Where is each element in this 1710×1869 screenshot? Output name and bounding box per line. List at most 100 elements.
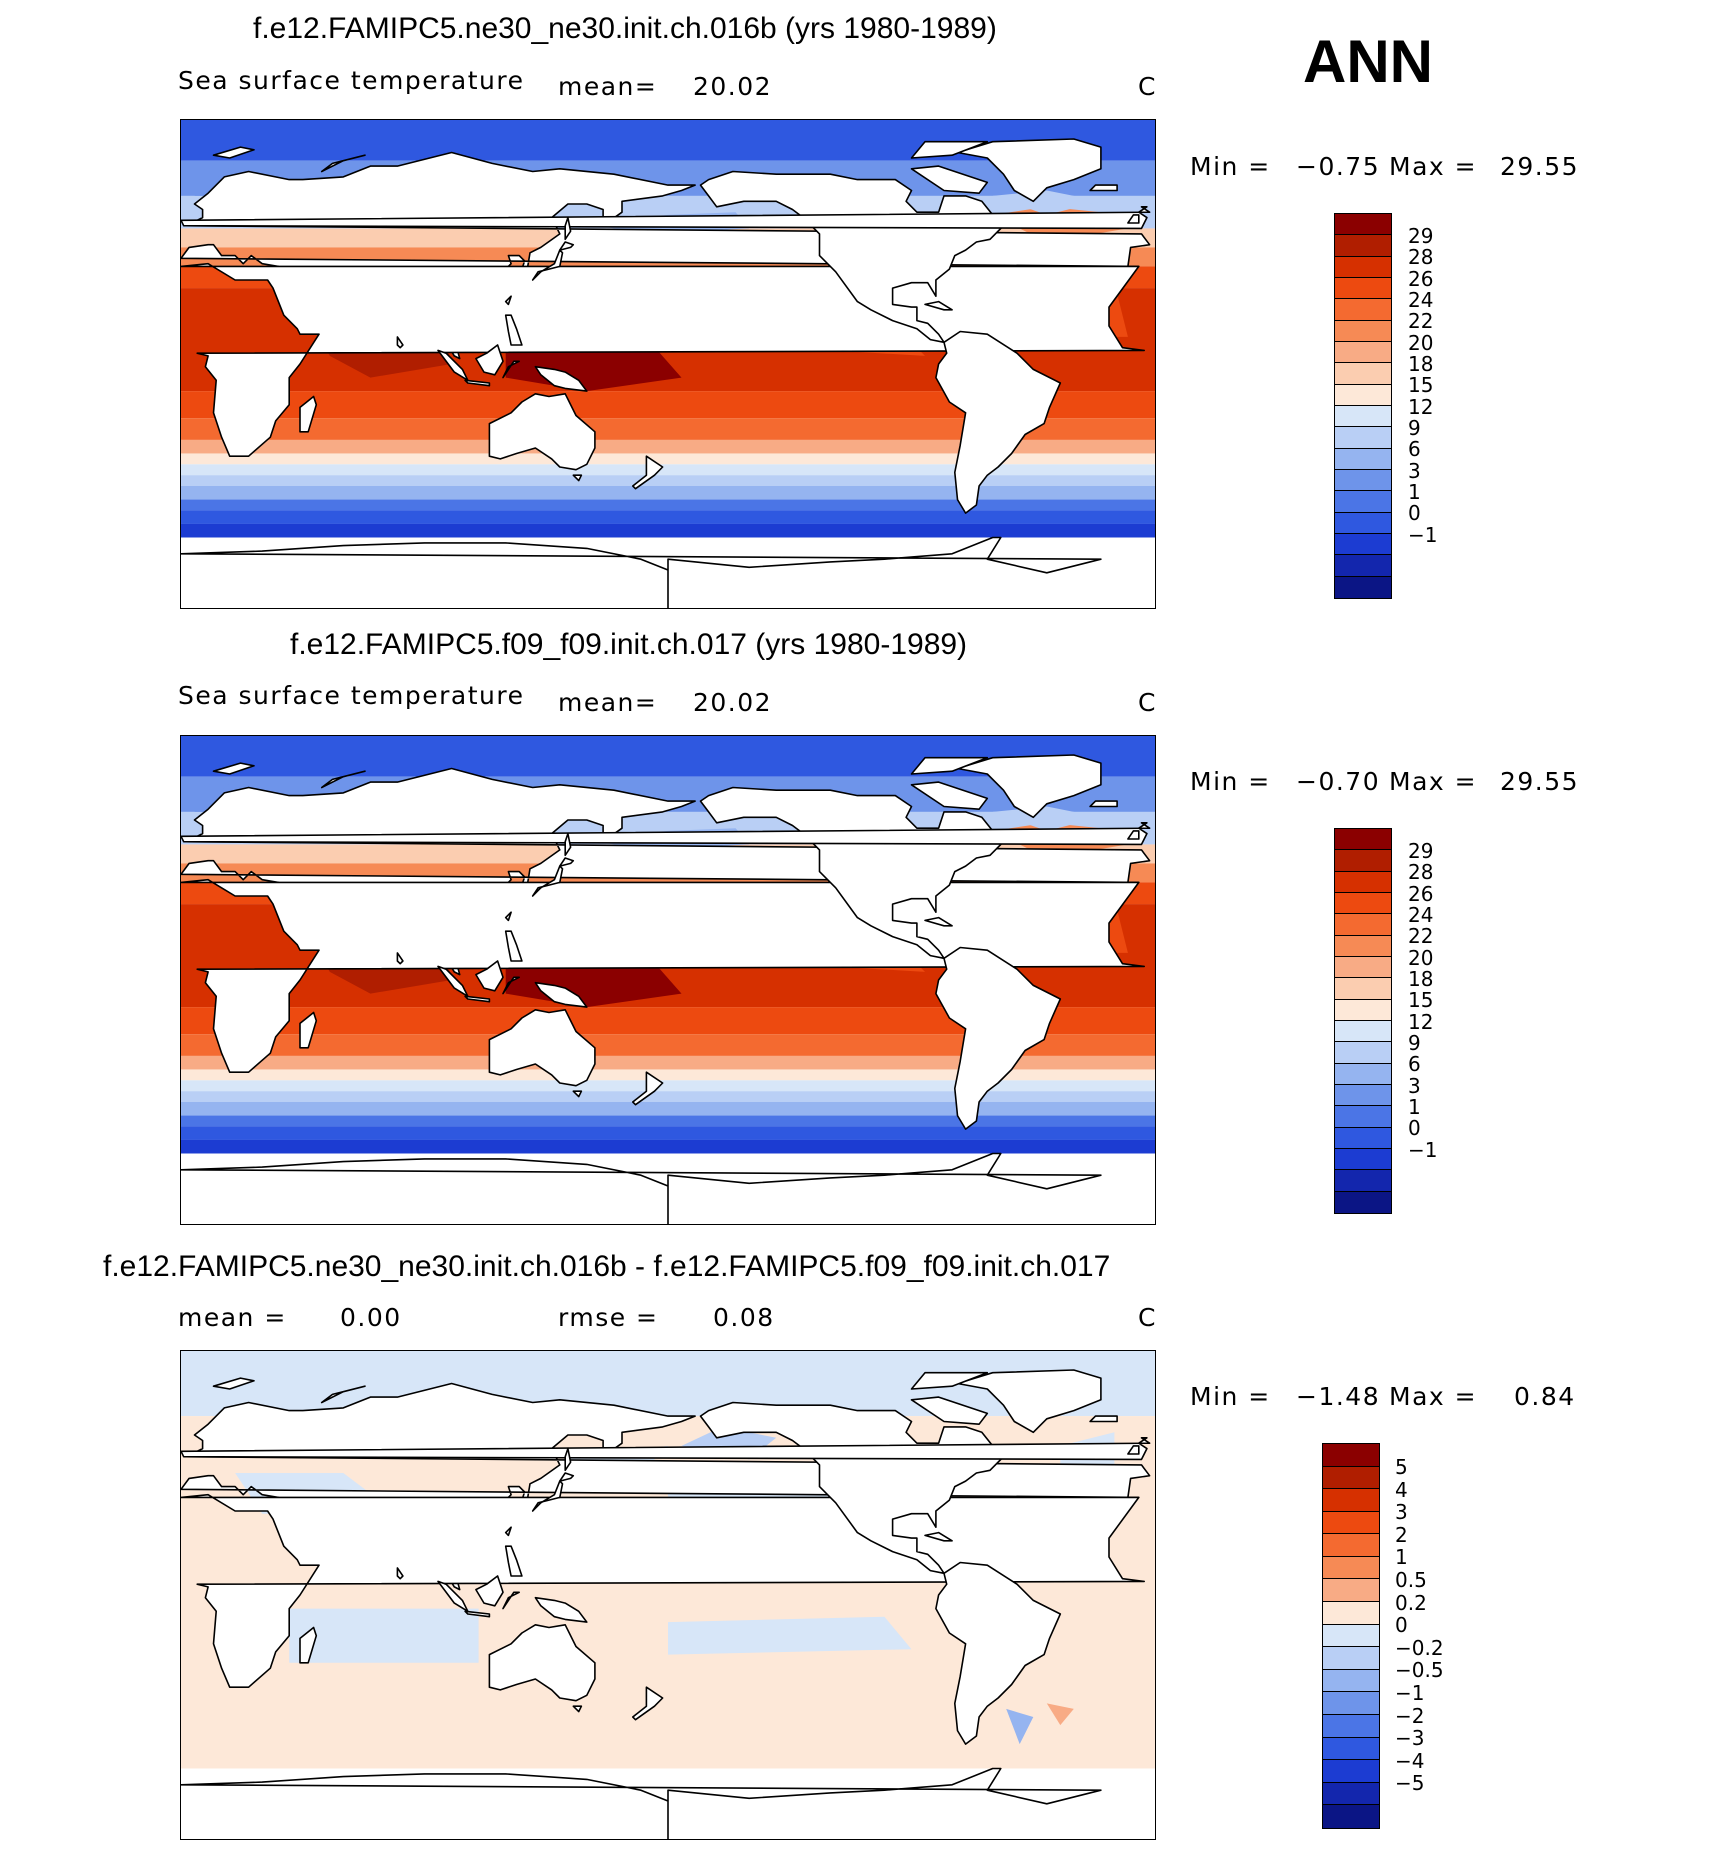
colorbar-swatch <box>1323 1466 1379 1490</box>
land-java <box>464 379 491 387</box>
panel3-colorbar <box>1322 1443 1380 1829</box>
land-borneo <box>475 344 504 376</box>
land-tasmania <box>572 1705 583 1713</box>
sst-region <box>1006 1708 1034 1745</box>
colorbar-swatch <box>1323 1579 1379 1603</box>
land-madagascar <box>299 1011 318 1049</box>
colorbar-swatch <box>1323 1805 1379 1828</box>
land-hokkaido <box>559 1472 575 1482</box>
land-uk <box>181 206 1151 230</box>
colorbar-swatch <box>1323 1511 1379 1535</box>
land-java <box>464 995 491 1003</box>
colorbar-swatch <box>1335 914 1391 936</box>
colorbar-label: 3 <box>1408 458 1421 483</box>
colorbar-label: 29 <box>1408 223 1434 248</box>
land-sakhalin <box>564 832 572 857</box>
panel1-max-label: Max = <box>1389 152 1478 181</box>
colorbar-label: 3 <box>1408 1073 1421 1098</box>
land-newguinea <box>534 1596 588 1623</box>
sst-band <box>181 439 1155 454</box>
panel2-min-label: Min = <box>1190 767 1271 796</box>
colorbar-label: 3 <box>1395 1500 1408 1525</box>
sst-band <box>181 464 1155 476</box>
panel2-mean-value: 20.02 <box>693 688 773 717</box>
land-cuba <box>924 1531 953 1542</box>
sst-band <box>181 1069 1155 1081</box>
panel1-mean-value: 20.02 <box>693 72 773 101</box>
sst-band <box>181 1055 1155 1070</box>
land-baffin <box>910 165 989 194</box>
panel2-title: f.e12.FAMIPC5.f09_f09.init.ch.017 (yrs 1… <box>290 628 968 661</box>
colorbar-label: 22 <box>1408 924 1434 949</box>
sst-band <box>181 1080 1155 1092</box>
colorbar-swatch <box>1323 1556 1379 1580</box>
land-madagascar <box>299 1626 318 1664</box>
colorbar-swatch <box>1323 1534 1379 1557</box>
land-srilanka <box>396 952 404 965</box>
colorbar-label: −2 <box>1395 1703 1425 1728</box>
land-nz <box>632 455 664 490</box>
land-tasmania <box>572 1090 583 1098</box>
panel2-mean-label: mean= <box>558 688 658 717</box>
sst-band <box>181 1091 1155 1102</box>
land-baffin <box>910 1396 989 1425</box>
land-nz <box>632 1071 664 1106</box>
land-japan <box>531 865 564 897</box>
colorbar-label: −4 <box>1395 1748 1425 1773</box>
panel1-mean-label: mean= <box>558 72 658 101</box>
colorbar-swatch <box>1335 256 1391 278</box>
panel3-rmse-label: rmse = <box>558 1303 659 1332</box>
sst-band <box>181 499 1155 511</box>
land-samerica <box>935 946 1062 1130</box>
colorbar-swatch <box>1335 469 1391 492</box>
land-greenland <box>956 1369 1102 1434</box>
sst-band <box>181 418 1155 440</box>
colorbar-label: 4 <box>1395 1477 1408 1502</box>
colorbar-swatch <box>1335 533 1391 556</box>
colorbar-swatch <box>1323 1782 1379 1806</box>
land-samerica <box>935 330 1062 514</box>
land-ireland <box>1127 830 1140 840</box>
panel2-subtitle: Sea surface temperature <box>178 681 525 710</box>
colorbar-swatch <box>1335 1063 1391 1085</box>
land-borneo <box>475 1575 504 1607</box>
colorbar-label: 9 <box>1408 415 1421 440</box>
sst-band <box>181 1034 1155 1056</box>
colorbar-label: 9 <box>1408 1030 1421 1055</box>
colorbar-swatch <box>1335 235 1391 257</box>
land-antarctica <box>181 1152 1102 1224</box>
land-ellesmere <box>910 1371 989 1390</box>
colorbar-label: 22 <box>1408 309 1434 334</box>
land-newguinea <box>534 365 588 392</box>
colorbar-label: −3 <box>1395 1726 1425 1751</box>
panel3-max-value: 0.84 <box>1514 1382 1576 1411</box>
colorbar-label: 12 <box>1408 394 1434 419</box>
land-baffin <box>910 781 989 810</box>
land-tasmania <box>572 474 583 482</box>
land-japan <box>531 1480 564 1512</box>
land-svalbard <box>212 146 255 159</box>
panel1-min-value: −0.75 <box>1296 152 1381 181</box>
colorbar-label: 1 <box>1408 1094 1421 1119</box>
land-sulawesi <box>502 1591 520 1610</box>
colorbar-label: 29 <box>1408 838 1434 863</box>
colorbar-label: 6 <box>1408 437 1421 462</box>
land-iceland <box>1089 800 1118 808</box>
panel3-mean-value: 0.00 <box>340 1303 402 1332</box>
colorbar-swatch <box>1335 1084 1391 1107</box>
colorbar-label: 20 <box>1408 330 1434 355</box>
panel2-min-value: −0.70 <box>1296 767 1381 796</box>
colorbar-swatch <box>1335 1191 1391 1213</box>
colorbar-label: −0.2 <box>1395 1635 1444 1660</box>
land-hokkaido <box>559 241 575 251</box>
colorbar-swatch <box>1335 1170 1391 1192</box>
land-ireland <box>1127 214 1140 224</box>
colorbar-label: 2 <box>1395 1522 1408 1547</box>
land-nz <box>632 1686 664 1721</box>
colorbar-label: 5 <box>1395 1455 1408 1480</box>
land-philippines <box>504 1545 523 1577</box>
colorbar-swatch <box>1335 512 1391 534</box>
panel2-colorbar <box>1334 828 1392 1214</box>
sst-region <box>289 1608 479 1663</box>
land-ellesmere <box>910 140 989 159</box>
